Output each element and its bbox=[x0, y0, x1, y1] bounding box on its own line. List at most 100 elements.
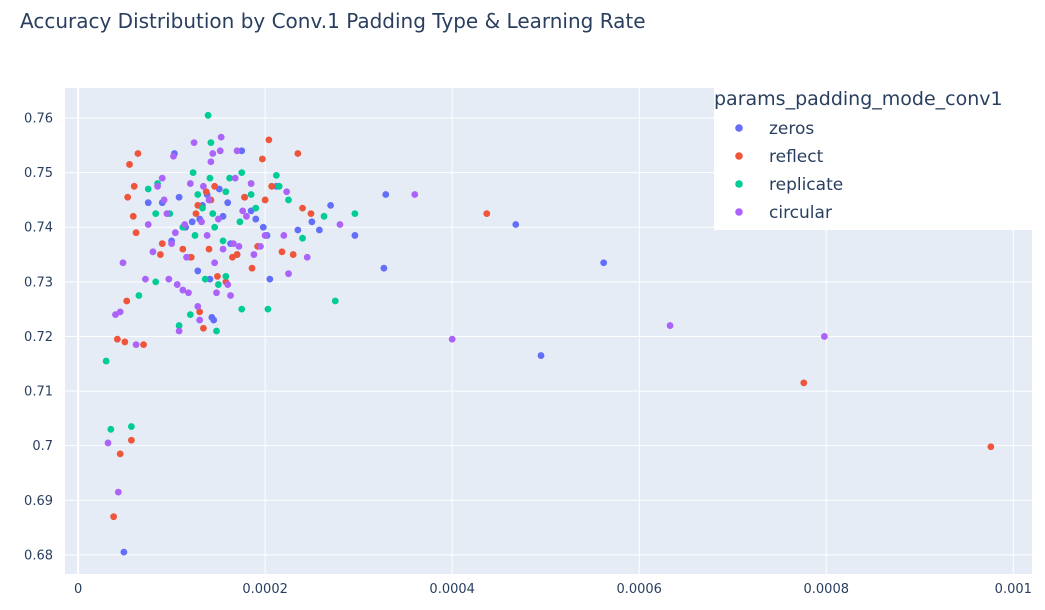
data-point-reflect bbox=[134, 150, 142, 157]
data-point-circular bbox=[205, 196, 213, 204]
data-point-reflect bbox=[294, 150, 302, 157]
data-point-reflect bbox=[130, 182, 138, 190]
data-point-circular bbox=[175, 327, 183, 335]
data-point-circular bbox=[209, 150, 217, 157]
data-point-replicate bbox=[331, 297, 339, 305]
data-point-replicate bbox=[219, 237, 227, 245]
data-point-circular bbox=[666, 322, 674, 329]
x-tick-label: 0.0006 bbox=[616, 582, 662, 597]
data-point-circular bbox=[144, 221, 152, 228]
data-point-circular bbox=[185, 289, 192, 297]
data-point-replicate bbox=[238, 305, 246, 313]
data-point-replicate bbox=[213, 327, 220, 335]
data-point-replicate bbox=[152, 278, 160, 286]
data-point-zeros bbox=[210, 316, 218, 324]
data-point-replicate bbox=[204, 111, 212, 119]
data-point-circular bbox=[149, 248, 157, 256]
data-point-replicate bbox=[299, 234, 306, 242]
data-point-replicate bbox=[252, 204, 260, 212]
data-point-zeros bbox=[294, 226, 302, 234]
data-point-circular bbox=[247, 180, 255, 187]
data-point-circular bbox=[285, 270, 292, 278]
series-circular bbox=[104, 133, 828, 496]
data-point-circular bbox=[132, 341, 140, 349]
data-point-replicate bbox=[206, 174, 214, 182]
y-tick-label: 0.73 bbox=[24, 275, 53, 290]
series-replicate bbox=[102, 111, 359, 433]
data-point-reflect bbox=[140, 341, 147, 349]
data-point-circular bbox=[198, 218, 205, 226]
data-point-reflect bbox=[187, 253, 195, 261]
data-point-reflect bbox=[129, 212, 137, 220]
data-point-replicate bbox=[264, 305, 272, 313]
data-point-replicate bbox=[320, 212, 328, 220]
data-point-circular bbox=[261, 232, 269, 239]
data-point-circular bbox=[229, 240, 237, 248]
data-point-circular bbox=[163, 210, 171, 217]
data-point-circular bbox=[165, 275, 173, 283]
data-point-reflect bbox=[205, 245, 213, 253]
data-point-circular bbox=[216, 147, 224, 155]
data-point-zeros bbox=[308, 218, 316, 226]
data-point-circular bbox=[200, 182, 207, 190]
data-point-reflect bbox=[248, 264, 256, 272]
data-point-replicate bbox=[199, 204, 206, 212]
legend-background bbox=[714, 87, 1032, 230]
data-point-replicate bbox=[135, 292, 143, 299]
data-point-replicate bbox=[186, 311, 194, 319]
legend-marker-zeros bbox=[735, 124, 743, 132]
data-point-circular bbox=[239, 207, 247, 215]
data-point-reflect bbox=[261, 196, 269, 204]
data-point-zeros bbox=[382, 191, 390, 198]
data-point-replicate bbox=[351, 210, 359, 217]
data-point-reflect bbox=[800, 379, 808, 387]
data-point-replicate bbox=[226, 174, 233, 182]
x-tick-label: 0.001 bbox=[995, 582, 1032, 597]
data-point-replicate bbox=[222, 272, 230, 280]
legend-marker-reflect bbox=[735, 152, 743, 160]
data-point-circular bbox=[173, 281, 181, 288]
data-point-replicate bbox=[214, 281, 222, 288]
legend-title: params_padding_mode_conv1 bbox=[714, 88, 1003, 110]
y-tick-label: 0.75 bbox=[24, 166, 53, 181]
data-point-circular bbox=[250, 251, 258, 258]
data-point-circular bbox=[158, 174, 166, 182]
data-point-reflect bbox=[258, 155, 266, 163]
data-point-replicate bbox=[247, 191, 255, 198]
y-tick-label: 0.74 bbox=[24, 221, 53, 236]
data-point-circular bbox=[194, 303, 202, 310]
data-point-circular bbox=[217, 133, 225, 141]
data-point-circular bbox=[233, 147, 241, 155]
data-point-replicate bbox=[175, 322, 183, 329]
x-tick-label: 0.0004 bbox=[429, 582, 475, 597]
data-point-reflect bbox=[233, 251, 241, 258]
y-axis-ticks: 0.68 0.69 0.7 0.71 0.72 0.73 0.74 0.75 0.76 bbox=[24, 112, 53, 564]
data-point-zeros bbox=[194, 267, 202, 275]
data-point-reflect bbox=[278, 248, 286, 256]
y-tick-label: 0.72 bbox=[24, 330, 53, 345]
data-point-replicate bbox=[194, 191, 202, 198]
data-point-replicate bbox=[207, 139, 215, 147]
data-point-reflect bbox=[123, 297, 131, 305]
data-point-replicate bbox=[211, 223, 219, 231]
data-point-circular bbox=[160, 196, 168, 204]
data-point-circular bbox=[211, 259, 219, 267]
legend-label-zeros: zeros bbox=[769, 119, 814, 139]
legend: params_padding_mode_conv1 zeros reflect re… bbox=[714, 87, 1032, 230]
data-point-reflect bbox=[214, 272, 221, 280]
legend-label-reflect: reflect bbox=[769, 147, 824, 167]
data-point-circular bbox=[820, 333, 828, 340]
data-point-reflect bbox=[132, 229, 140, 237]
data-point-circular bbox=[119, 259, 127, 267]
data-point-replicate bbox=[191, 232, 199, 239]
data-point-zeros bbox=[238, 147, 246, 155]
data-point-replicate bbox=[127, 423, 135, 430]
data-point-reflect bbox=[127, 436, 135, 444]
data-point-zeros bbox=[224, 199, 232, 207]
data-point-zeros bbox=[266, 275, 274, 283]
data-point-circular bbox=[179, 286, 187, 294]
data-point-circular bbox=[235, 242, 243, 250]
data-point-reflect bbox=[126, 161, 133, 168]
data-point-reflect bbox=[289, 251, 297, 258]
data-point-circular bbox=[203, 232, 211, 239]
